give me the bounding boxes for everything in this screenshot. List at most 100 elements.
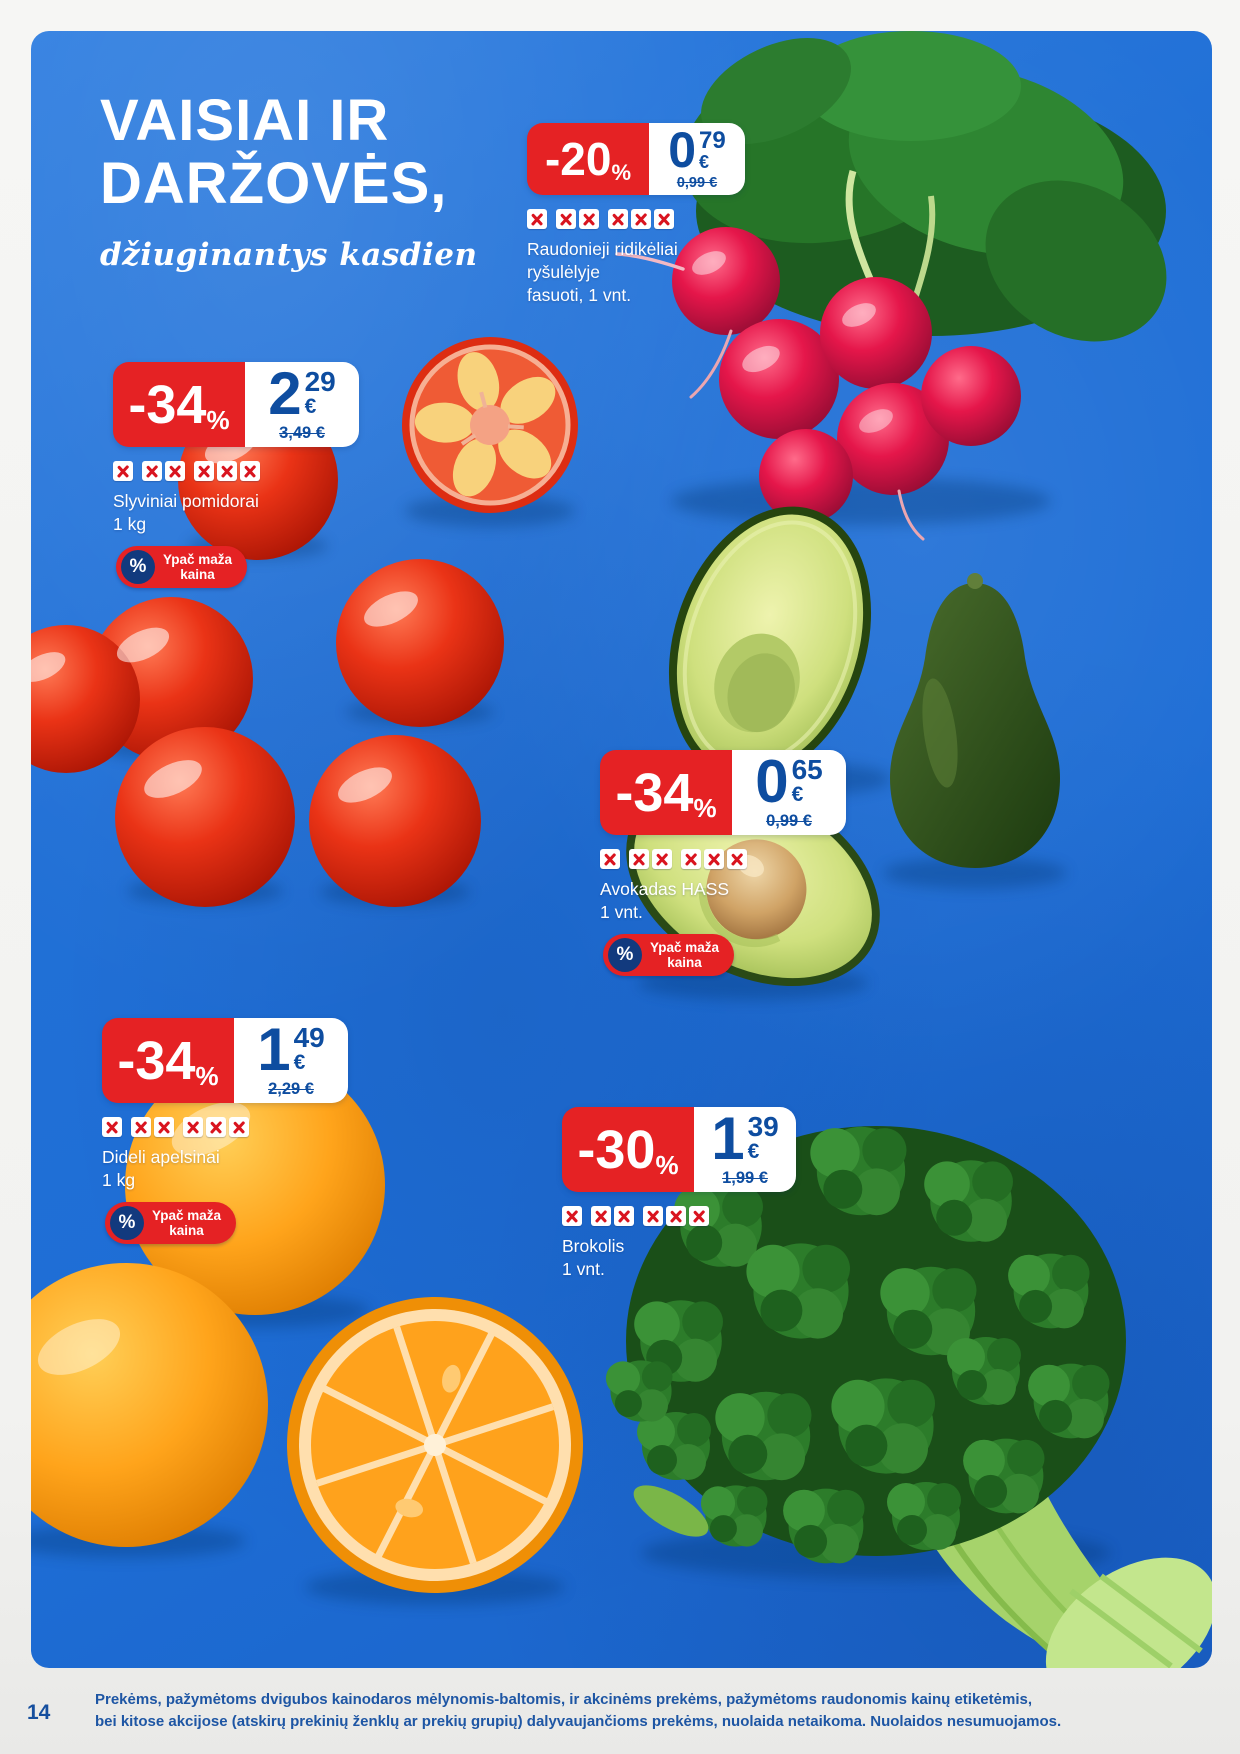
price-tag: -30% 1 39 € 1,99 €: [562, 1107, 832, 1192]
footer-line-2: bei kitose akcijose (atskirų prekinių že…: [95, 1713, 1062, 1730]
euro-sign: €: [304, 395, 317, 418]
product-name: Slyviniai pomidorai 1 kg: [113, 491, 259, 534]
discount-value: -20: [544, 133, 612, 185]
product-name: Raudonieji ridikėliai ryšulėlyje fasuoti…: [527, 239, 678, 305]
loyalty-x-icon: [608, 209, 628, 229]
loyalty-x-icon: [579, 209, 599, 229]
old-price: 0,99 €: [676, 175, 718, 191]
loyalty-x-icon: [643, 1206, 663, 1226]
price-badge: 1 49 € 2,29 €: [234, 1018, 348, 1103]
avocado-half-photo: [668, 506, 872, 780]
old-price: 1,99 €: [722, 1168, 768, 1187]
loyalty-x-icons: [527, 209, 797, 229]
avocado-whole-photo: [890, 573, 1060, 868]
loyalty-x-icon: [681, 849, 701, 869]
loyalty-x-icon: [113, 461, 133, 481]
loyalty-x-icon: [562, 1206, 582, 1226]
tomato-half-photo: [402, 337, 578, 513]
price-cents: 49: [293, 1022, 325, 1054]
price-cents: 65: [791, 754, 823, 786]
loyalty-x-icon: [527, 209, 547, 229]
loyalty-x-icons: [562, 1206, 832, 1226]
title-line-2: DARŽOVĖS,: [100, 151, 448, 216]
discount-badge: -34%: [600, 750, 732, 835]
radish-bunch-photo: [615, 31, 1167, 541]
title-line-1: VAISIAI IR: [100, 88, 390, 153]
loyalty-x-icon: [600, 849, 620, 869]
loyalty-x-icon: [652, 849, 672, 869]
loyalty-x-icon: [666, 1206, 686, 1226]
price-cents: 79: [699, 127, 726, 154]
loyalty-x-icon: [165, 461, 185, 481]
price-tag: -34% 1 49 € 2,29 €: [102, 1018, 372, 1103]
price-whole: 0: [668, 122, 697, 178]
price-whole: 2: [268, 360, 302, 428]
price-whole: 1: [711, 1105, 745, 1173]
discount-value: -34: [128, 374, 207, 435]
loyalty-x-icon: [704, 849, 724, 869]
title-subtitle: džiuginantys kasdien: [100, 237, 478, 273]
old-price: 2,29 €: [268, 1079, 314, 1098]
footer-line-1: Prekėms, pažymėtoms dvigubos kainodaros …: [95, 1691, 1032, 1708]
product-name: Brokolis 1 vnt.: [562, 1236, 625, 1279]
price-badge: 1 39 € 1,99 €: [694, 1107, 796, 1192]
discount-badge: -34%: [102, 1018, 234, 1103]
percent-sign: %: [206, 405, 230, 435]
loyalty-x-icon: [727, 849, 747, 869]
percent-sign: %: [655, 1150, 679, 1180]
offer-broccoli: -30% 1 39 € 1,99 € Brokolis 1 vnt.: [562, 1107, 832, 1281]
old-price: 3,49 €: [279, 423, 325, 442]
loyalty-x-icon: [194, 461, 214, 481]
page-number: 14: [27, 1701, 51, 1724]
loyalty-x-icon: [142, 461, 162, 481]
price-badge: 0 65 € 0,99 €: [732, 750, 846, 835]
discount-badge: -34%: [113, 362, 245, 447]
euro-sign: €: [791, 783, 804, 806]
loyalty-x-icon: [629, 849, 649, 869]
price-badge: 2 29 € 3,49 €: [245, 362, 359, 447]
loyalty-x-icons: [600, 849, 870, 869]
percent-sign: %: [195, 1061, 219, 1091]
price-cents: 29: [304, 366, 336, 398]
product-name: Dideli apelsinai 1 kg: [102, 1147, 220, 1190]
special-price-badge: % Ypač maža kaina: [116, 546, 248, 588]
loyalty-x-icon: [131, 1117, 151, 1137]
price-tag: -20% 0 79 € 0,99 €: [527, 123, 797, 195]
loyalty-x-icon: [183, 1117, 203, 1137]
percent-icon: %: [121, 550, 155, 584]
offer-avocado: -34% 0 65 € 0,99 € Avokadas HASS 1 vnt. %…: [600, 750, 870, 976]
page-title: VAISIAI IR DARŽOVĖS, džiuginantys kasdie…: [100, 89, 478, 273]
loyalty-x-icons: [113, 461, 383, 481]
offer-plum-tomatoes: -34% 2 29 € 3,49 € Slyviniai pomidorai 1 …: [113, 362, 383, 588]
broccoli-photo: [605, 1126, 1212, 1668]
discount-badge: -20%: [527, 123, 649, 195]
loyalty-x-icon: [614, 1206, 634, 1226]
percent-icon: %: [110, 1206, 144, 1240]
discount-value: -34: [615, 762, 694, 823]
loyalty-x-icon: [102, 1117, 122, 1137]
euro-sign: €: [699, 151, 710, 172]
loyalty-x-icon: [217, 461, 237, 481]
loyalty-x-icon: [631, 209, 651, 229]
loyalty-x-icons: [102, 1117, 372, 1137]
percent-sign: %: [693, 793, 717, 823]
discount-value: -30: [577, 1119, 656, 1180]
discount-badge: -30%: [562, 1107, 694, 1192]
discount-value: -34: [117, 1030, 196, 1091]
price-badge: 0 79 € 0,99 €: [649, 123, 745, 195]
loyalty-x-icon: [689, 1206, 709, 1226]
offer-oranges: -34% 1 49 € 2,29 € Dideli apelsinai 1 kg …: [102, 1018, 372, 1244]
percent-sign: %: [611, 160, 632, 185]
price-whole: 0: [755, 748, 789, 816]
loyalty-x-icon: [206, 1117, 226, 1137]
loyalty-x-icon: [240, 461, 260, 481]
euro-sign: €: [747, 1140, 760, 1163]
loyalty-x-icon: [154, 1117, 174, 1137]
percent-icon: %: [608, 938, 642, 972]
price-tag: -34% 0 65 € 0,99 €: [600, 750, 870, 835]
loyalty-x-icon: [654, 209, 674, 229]
loyalty-x-icon: [556, 209, 576, 229]
special-price-badge: % Ypač maža kaina: [105, 1202, 237, 1244]
price-tag: -34% 2 29 € 3,49 €: [113, 362, 383, 447]
product-name: Avokadas HASS 1 vnt.: [600, 879, 730, 922]
